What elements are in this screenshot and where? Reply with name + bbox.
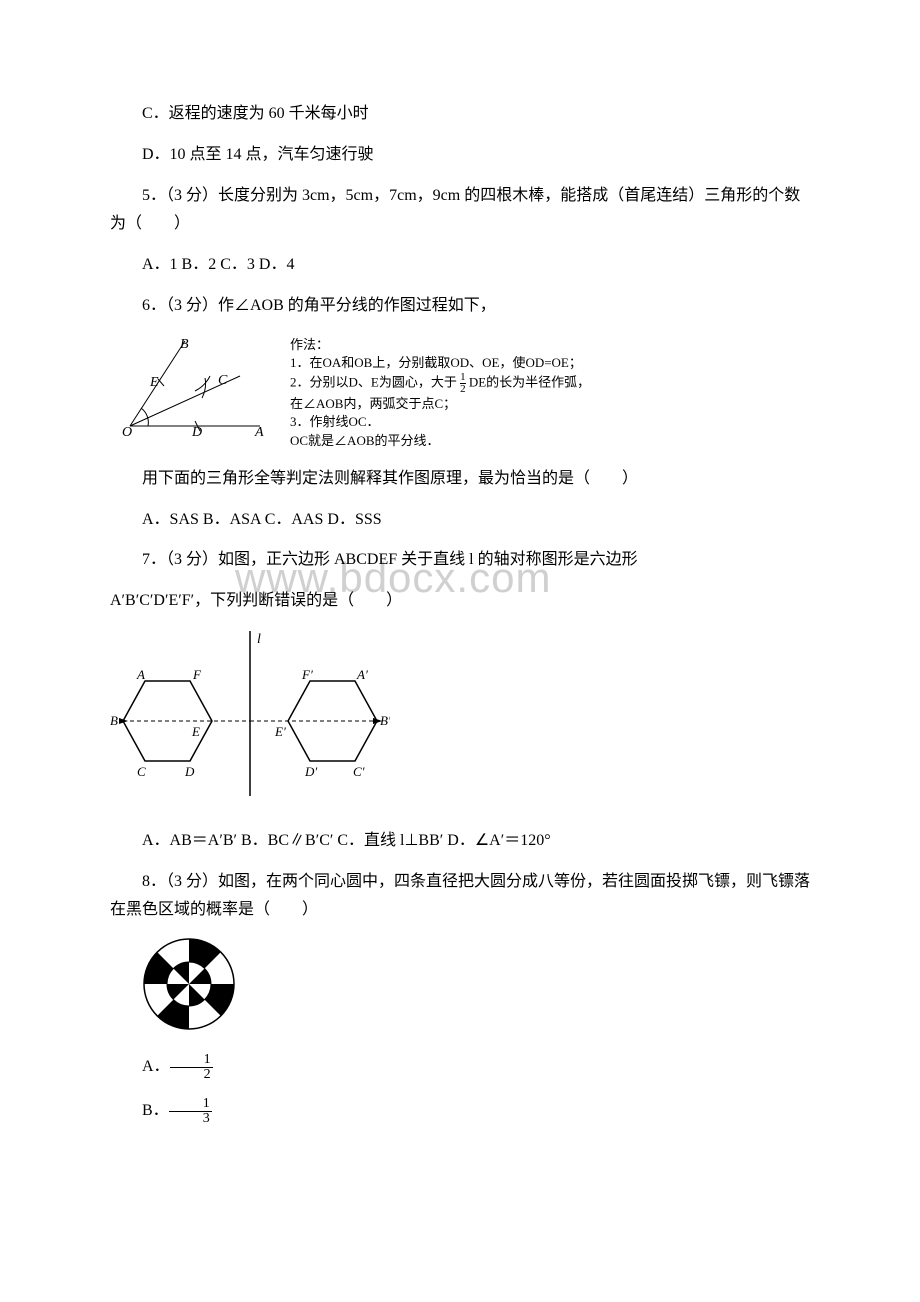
label-Ep: E′: [274, 724, 286, 739]
label-Fp: F′: [301, 667, 313, 682]
construction-steps: 作法： 1．在OA和OB上，分别截取OD、OE，使OD=OE； 2．分别以D、E…: [290, 336, 590, 450]
label-Bp: B′: [380, 713, 390, 728]
label-A-hex: A: [136, 667, 145, 682]
q6-text: 6．（3 分）作∠AOB 的角平分线的作图过程如下，: [110, 292, 810, 321]
option-a-prefix: A．: [142, 1058, 170, 1075]
label-A: A: [254, 425, 264, 436]
label-B: B: [180, 337, 189, 352]
label-Dp: D′: [304, 764, 317, 779]
label-C: C: [218, 373, 228, 388]
label-Ap: A′: [356, 667, 368, 682]
construction-title: 作法：: [290, 336, 590, 354]
label-D-hex: D: [184, 764, 195, 779]
q8-option-a: A．12: [110, 1053, 810, 1082]
q5-text-content: 5．（3 分）长度分别为 3cm，5cm，7cm，9cm 的四根木棒，能搭成（首…: [110, 187, 800, 233]
q8-text: 8．（3 分）如图，在两个同心圆中，四条直径把大圆分成八等份，若往圆面投掷飞镖，…: [110, 868, 810, 926]
option-a-fraction: 12: [170, 1053, 213, 1082]
q8-option-b: B．13: [110, 1097, 810, 1126]
q7-options: A．AB＝A′B′ B．BC∥B′C′ C．直线 l⊥BB′ D．∠A′＝120…: [110, 827, 810, 856]
label-F-hex: F: [192, 667, 202, 682]
label-D: D: [191, 425, 202, 436]
construction-step2: 2．分别以D、E为圆心，大于 12 DE的长为半径作弧，: [290, 372, 590, 395]
q5-options: A．1 B．2 C．3 D．4: [110, 251, 810, 280]
q7-text2: A′B′C′D′E′F′，下列判断错误的是（ ）: [110, 587, 810, 616]
label-Cp: C′: [353, 764, 365, 779]
frac-b-den: 3: [169, 1112, 212, 1126]
frac-b-num: 1: [169, 1097, 212, 1112]
label-l: l: [257, 632, 261, 647]
label-O: O: [122, 425, 132, 436]
label-B-hex: B: [110, 713, 118, 728]
q7-line1: 7．（3 分）如图，正六边形 ABCDEF 关于直线 l 的轴对称图形是六边形: [142, 551, 638, 568]
label-E: E: [149, 375, 159, 390]
construction-step1: 1．在OA和OB上，分别截取OD、OE，使OD=OE；: [290, 354, 590, 372]
q4-option-d: D．10 点至 14 点，汽车匀速行驶: [110, 141, 810, 170]
frac-a-den: 2: [170, 1068, 213, 1082]
q6-options: A．SAS B．ASA C．AAS D．SSS: [110, 506, 810, 535]
construction-step3: 3．作射线OC．: [290, 413, 590, 431]
step2-p2: DE的长为半径作弧，: [466, 375, 591, 390]
construction-step2b: 在∠AOB内，两弧交于点C；: [290, 395, 590, 413]
q4-option-c: C．返程的速度为 60 千米每小时: [110, 100, 810, 129]
angle-bisector-diagram: B E C O D A: [110, 336, 270, 436]
step2-p1: 2．分别以D、E为圆心，大于: [290, 375, 460, 390]
q8-dartboard-figure: [142, 937, 810, 1043]
q7-text: 7．（3 分）如图，正六边形 ABCDEF 关于直线 l 的轴对称图形是六边形: [110, 546, 810, 575]
q6-question: 用下面的三角形全等判定法则解释其作图原理，最为恰当的是（ ）: [110, 465, 810, 494]
label-C-hex: C: [137, 764, 146, 779]
label-E-hex: E: [191, 724, 200, 739]
construction-conclusion: OC就是∠AOB的平分线．: [290, 432, 590, 450]
frac-a-num: 1: [170, 1053, 213, 1068]
document-content: C．返程的速度为 60 千米每小时 D．10 点至 14 点，汽车匀速行驶 5．…: [110, 100, 810, 1126]
option-b-prefix: B．: [142, 1102, 169, 1119]
hexagon-reflection-diagram: l A F B E C D F′ A′ E′ B′ D′ C′: [110, 631, 390, 801]
q7-figure: l A F B E C D F′ A′ E′ B′ D′ C′: [110, 631, 810, 812]
q6-figure: B E C O D A 作法： 1．在OA和OB上，分别截取OD、OE，使OD=…: [110, 336, 810, 450]
q5-text: 5．（3 分）长度分别为 3cm，5cm，7cm，9cm 的四根木棒，能搭成（首…: [110, 182, 810, 240]
option-b-fraction: 13: [169, 1097, 212, 1126]
dartboard-diagram: [142, 937, 237, 1032]
